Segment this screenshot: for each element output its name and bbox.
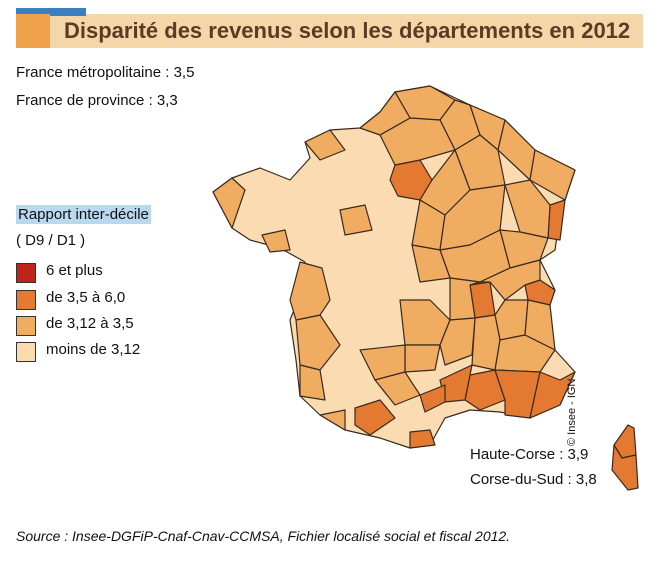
dept-charente-maritime [289,261,331,321]
dept-haute-garonne [354,399,396,436]
legend-label: 6 et plus [46,262,103,279]
haute-corse-value: Haute-Corse : 3,9 [470,446,589,463]
dept-loire-atlantique [261,229,291,253]
dept-herault [419,384,446,413]
legend-label: moins de 3,12 [46,341,141,358]
dept-haut-rhin [547,199,566,241]
copyright-credit-wrap: © Insee - IGN [566,346,586,446]
dept-alpes-maritimes [529,371,576,419]
corse-du-sud-value: Corse-du-Sud : 3,8 [470,471,597,488]
dept-ain [479,259,541,301]
dept-indre-et-loire [339,204,373,236]
dept-landes [299,364,326,401]
legend-label: de 3,5 à 6,0 [46,289,126,306]
dept-finistere [212,177,246,229]
dept-cantal [404,344,441,373]
legend-swatch [16,263,36,283]
dept-corse-du-sud [611,444,639,491]
legend-swatch [16,290,36,310]
dept-hautes-alpes [494,334,556,373]
dept-vosges [504,179,551,239]
page-title: Disparité des revenus selon les départem… [64,18,631,43]
dept-pyrenees-orientales [409,429,436,449]
legend-title: Rapport inter-décile [16,205,151,224]
legend-swatch [16,342,36,362]
copyright-credit: © Insee - IGN [566,378,578,446]
legend-subtitle: ( D9 / D1 ) [16,232,86,249]
stat-france-metropolitaine: France métropolitaine : 3,5 [16,64,195,81]
stat-france-province: France de province : 3,3 [16,92,178,109]
dept-haute-loire [439,317,476,366]
title-bar: Disparité des revenus selon les départem… [16,8,643,48]
dept-loire [449,277,481,321]
legend-label: de 3,12 à 3,5 [46,315,134,332]
title-square-icon [16,14,50,48]
title-accent-bar [16,8,86,16]
dept-calvados [304,129,346,161]
source-note: Source : Insee-DGFiP-Cnaf-Cnav-CCMSA, Fi… [16,528,511,544]
dept-somme [359,91,411,136]
legend-swatch [16,316,36,336]
dept-pyrenees-atlantiques [319,409,346,431]
